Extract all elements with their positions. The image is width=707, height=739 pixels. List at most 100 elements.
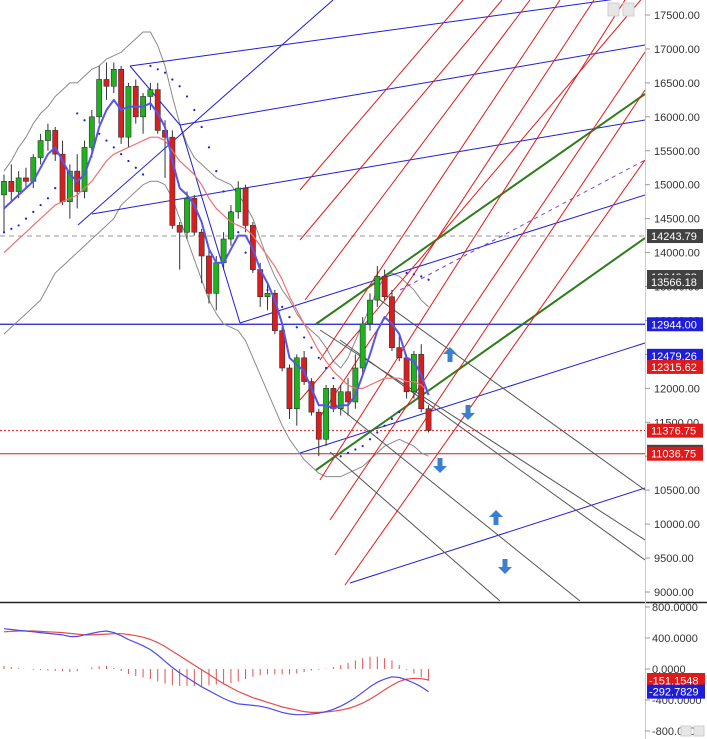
candle-body: [88, 116, 95, 148]
sar-dot: [171, 78, 174, 81]
macd-value-badge: [647, 673, 705, 688]
candle-body: [110, 69, 117, 87]
macd-close-button[interactable]: [693, 725, 705, 737]
sar-dot: [83, 119, 86, 122]
macd-panel: [3, 628, 430, 716]
sar-dot: [193, 108, 196, 112]
candle-body: [271, 293, 278, 331]
sar-dot: [39, 203, 42, 207]
sar-dot: [427, 278, 430, 281]
bollinger-bands: [3, 31, 429, 478]
price-marker-badge: [647, 446, 703, 461]
price-tick-label: 16000.00: [654, 112, 700, 124]
red-fan-line: [299, 0, 642, 401]
price-marker-label: 11376.75: [651, 426, 696, 438]
candle-body: [315, 411, 322, 440]
sar-dot: [310, 346, 313, 349]
sar-dot: [368, 438, 372, 441]
price-tick-label: 14500.00: [654, 214, 700, 226]
sar-dot: [163, 71, 167, 74]
sar-dot: [207, 146, 211, 149]
candle-body: [228, 211, 234, 240]
macd-line: [3, 628, 429, 716]
red-fan-line: [334, 89, 645, 556]
candle-body: [147, 89, 154, 97]
sar-dot: [10, 227, 13, 230]
candle-body: [37, 140, 44, 158]
candle-body: [381, 276, 388, 298]
sar-dot: [281, 305, 284, 308]
sar-dot: [98, 132, 101, 135]
macd-tick-label: 400.0000: [652, 633, 698, 645]
gray-projection-line: [329, 399, 581, 601]
red-fan-line: [299, 0, 503, 241]
gray-projection-line: [329, 451, 501, 601]
candle-body: [206, 255, 212, 294]
price-marker-badge: [647, 229, 703, 244]
candle-body: [374, 276, 381, 301]
macd-tick-label: 800.0000: [652, 602, 698, 614]
candle-body: [103, 79, 110, 87]
sar-dot: [24, 217, 28, 220]
candle-body: [264, 293, 271, 298]
sar-dot: [46, 197, 50, 200]
sar-dot: [200, 125, 203, 129]
red-fan-line: [344, 159, 645, 586]
price-tick-label: 9500.00: [654, 553, 694, 565]
candle-body: [235, 187, 242, 213]
candle-body: [45, 130, 51, 141]
sar-dot: [354, 448, 357, 451]
candle-body: [279, 330, 286, 369]
panel-menu-button[interactable]: [622, 2, 635, 17]
candle-body: [184, 197, 190, 233]
price-marker-badge: [647, 348, 703, 363]
price-tick-label: 15000.00: [654, 180, 700, 192]
sar-dot: [383, 424, 386, 427]
sar-dot: [339, 455, 342, 458]
candle-body: [52, 130, 59, 155]
candle-body: [367, 299, 373, 325]
sar-dot: [405, 271, 408, 275]
panel-lock-button[interactable]: [607, 2, 620, 17]
sar-dot: [32, 210, 35, 213]
price-axis: 17500.00 17000.00 16500.00 16000.00 15500.00…: [645, 10, 703, 599]
candle-body: [132, 85, 139, 118]
price-tick-label: 17500.00: [654, 10, 700, 22]
sar-dot: [149, 64, 152, 68]
red-fan-line: [304, 0, 531, 301]
candle-body: [8, 181, 15, 192]
pitchfork-upper-tine: [77, 0, 334, 226]
macd-value-badge: [647, 684, 705, 699]
bollinger-upper-band: [3, 31, 429, 369]
price-tick-label: 10000.00: [654, 519, 700, 531]
arrow-down-icon: [461, 405, 475, 420]
candle-body: [345, 391, 351, 403]
candlesticks: [1, 62, 432, 457]
arrow-down-icon: [498, 559, 512, 574]
pitchfork-inner-2: [239, 194, 645, 324]
candle-body: [403, 357, 410, 393]
sar-dot: [376, 431, 379, 434]
price-tick-label: 12000.00: [654, 383, 700, 395]
price-tick-label: 9000.00: [654, 587, 694, 599]
parabolic-sar: [2, 64, 430, 458]
pitchfork-upper-line-2: [129, 0, 613, 67]
red-fan-line: [299, 0, 464, 191]
price-panel: [0, 0, 645, 601]
candle-body: [213, 262, 220, 294]
price-marker-badge: [647, 317, 703, 332]
candle-body: [15, 177, 22, 192]
price-marker-badge: [647, 359, 703, 374]
candle-body: [169, 136, 176, 226]
red-fan-line: [319, 0, 561, 361]
price-marker-label: 11036.75: [651, 449, 696, 461]
sar-dot: [295, 326, 298, 329]
candle-body: [23, 177, 29, 182]
sar-dot: [324, 366, 328, 370]
pitchfork-median: [179, 44, 645, 126]
sar-dot: [127, 159, 130, 163]
sar-dot: [156, 68, 159, 71]
macd-settings-button[interactable]: [680, 725, 692, 737]
price-marker-label: 14243.79: [651, 231, 697, 243]
